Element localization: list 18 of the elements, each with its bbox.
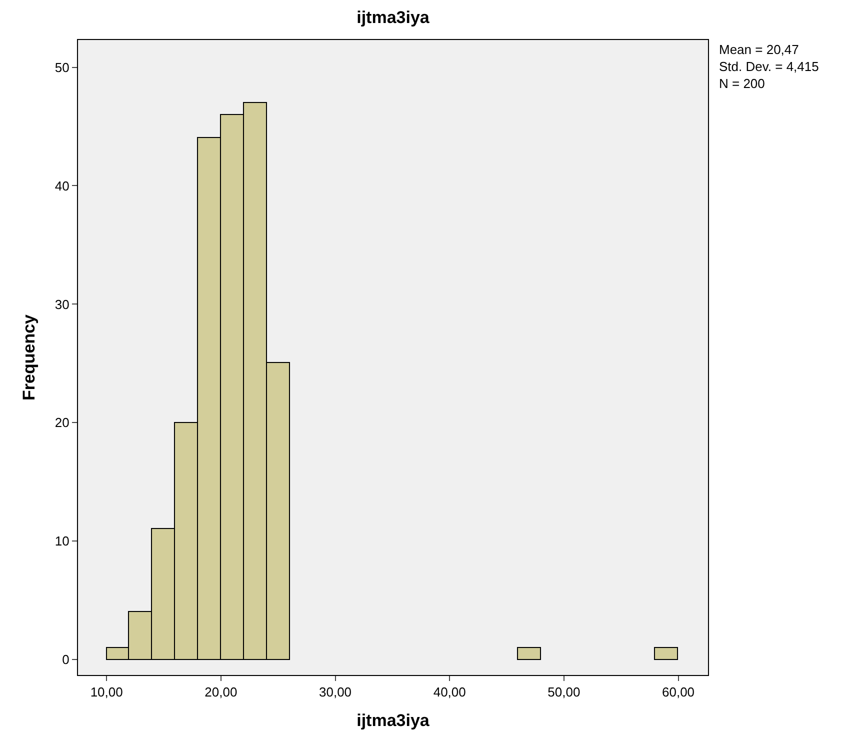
y-tick-label: 0 — [62, 652, 70, 668]
x-tick-label: 20,00 — [204, 684, 238, 700]
chart-title: ijtma3iya — [356, 8, 430, 27]
x-tick-label: 60,00 — [662, 684, 695, 700]
x-tick-label: 30,00 — [318, 684, 352, 700]
y-axis-title: Frequency — [19, 314, 38, 400]
x-axis-title: ijtma3iya — [356, 711, 430, 730]
y-tick-label: 50 — [54, 60, 70, 75]
text: Mean = 20,47 — [719, 42, 799, 57]
x-tick-label: 10,00 — [90, 684, 123, 700]
y-tick-label: 10 — [54, 534, 70, 549]
x-tick-label: 50,00 — [548, 684, 580, 700]
text: N = 200 — [719, 76, 765, 91]
x-tick-label: 40,00 — [433, 684, 466, 700]
y-tick-label: 30 — [54, 296, 70, 312]
y-tick-label: 20 — [54, 415, 70, 430]
text: Std. Dev. = 4,415 — [719, 59, 819, 74]
y-tick-label: 40 — [54, 178, 70, 194]
